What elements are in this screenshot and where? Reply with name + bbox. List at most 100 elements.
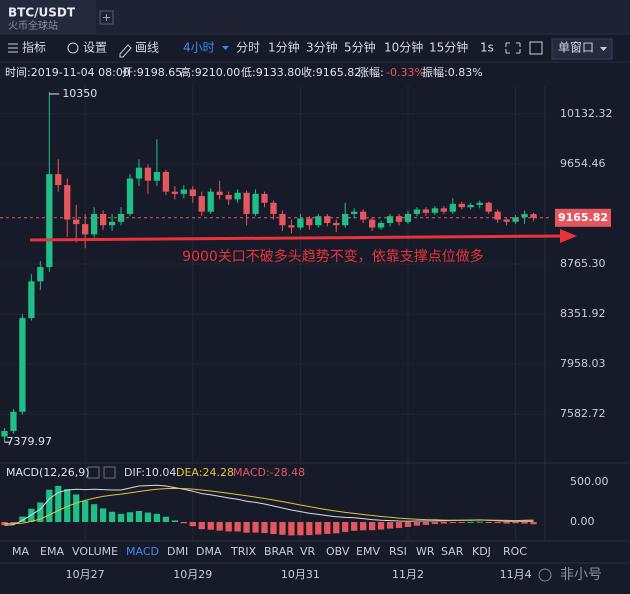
macd-legend: DEA:24.28 [176, 466, 234, 479]
macd-bar [10, 522, 17, 524]
toolbar-item[interactable]: 4小时 [183, 41, 215, 55]
macd-bar [395, 522, 403, 528]
candle-body [521, 214, 528, 218]
macd-bar [243, 522, 250, 533]
annotation: 9000关口不破多头趋势不变，依靠支撑点位做多 [182, 248, 484, 265]
indicator-tab[interactable]: VOLUME [72, 545, 118, 558]
indicator-tab[interactable]: MACD [126, 545, 159, 558]
watermark: 非小号 [560, 567, 602, 583]
pair: BTC/USDT [8, 6, 76, 20]
watermark-icon [538, 568, 552, 582]
candle-body [324, 216, 331, 223]
candle-body [144, 167, 152, 181]
candle-body [386, 216, 394, 223]
candle-body [180, 189, 187, 194]
annotation-arrowhead [560, 229, 577, 243]
indicator-tab[interactable]: DMI [167, 545, 188, 558]
tab[interactable] [0, 0, 96, 34]
window-select[interactable] [551, 38, 613, 60]
toolbar-item[interactable]: 单窗口 [558, 41, 594, 55]
fullscreen-icon[interactable] [505, 42, 521, 54]
dropdown-icon [600, 47, 607, 51]
toolbar-item[interactable]: 1分钟 [268, 40, 300, 55]
macd-bar [180, 522, 187, 524]
toolbar-item[interactable]: 指标 [22, 40, 46, 55]
macd-bar [135, 510, 143, 522]
screenshot-icon[interactable] [529, 41, 543, 55]
add-tab[interactable] [99, 10, 114, 25]
indicator-tab[interactable]: WR [416, 545, 435, 558]
candle-body [530, 214, 537, 218]
macd-bar [46, 489, 53, 522]
macd-bar [198, 522, 205, 530]
macd-bar [530, 522, 537, 525]
macd-legend: MACD(12,26,9) [6, 466, 90, 479]
candle-body [10, 411, 17, 432]
settings-icon [67, 42, 79, 54]
toolbar-item[interactable]: 10分钟 [384, 40, 423, 55]
macd-bar [126, 512, 134, 522]
candle-body [413, 209, 421, 214]
ohlc-info: 开:9198.65 [122, 66, 182, 79]
candle-body [503, 219, 510, 222]
candle-body [1, 431, 8, 437]
x-tick-label: 10月27 [66, 568, 105, 581]
indicator-tab[interactable]: SAR [441, 545, 464, 558]
candle-body [368, 219, 376, 228]
indicator-tab[interactable]: EMA [40, 545, 64, 558]
indicator-tab[interactable]: DMA [196, 545, 222, 558]
high-label: 10350 [62, 87, 97, 100]
macd-bar [386, 522, 394, 529]
indicator-tab[interactable]: OBV [326, 545, 350, 558]
toolbar-item[interactable]: 5分钟 [344, 40, 376, 55]
macd-icon[interactable] [103, 466, 116, 479]
indicator-tab[interactable]: MA [12, 545, 29, 558]
indicator-tab[interactable]: VR [300, 545, 316, 558]
candle-body [162, 172, 170, 192]
macd-legend: MACD:-28.48 [233, 466, 305, 479]
macd-bar [91, 504, 98, 522]
macd-bar [171, 520, 178, 522]
macd-bar [503, 522, 510, 524]
indicator-tab[interactable]: TRIX [230, 545, 257, 558]
x-tick-label: 10月31 [281, 568, 320, 581]
toolbar-item[interactable]: 1s [480, 41, 494, 55]
indicator-tab[interactable]: BRAR [264, 545, 294, 558]
indicator-tab[interactable]: ROC [503, 545, 527, 558]
candle-body [270, 202, 277, 214]
macd-bar [207, 522, 214, 530]
candle-body [91, 213, 98, 235]
toolbar-item[interactable]: 15分钟 [429, 40, 468, 55]
indicator-tab[interactable]: EMV [356, 545, 380, 558]
toolbar-item[interactable]: 分时 [236, 41, 260, 55]
indicator-tab[interactable]: RSI [389, 545, 407, 558]
candle-body [440, 208, 447, 212]
dropdown-icon [222, 46, 229, 50]
y-tick-label: 9654.46 [560, 157, 606, 170]
candle-body [395, 216, 403, 222]
toolbar-item[interactable]: 3分钟 [306, 40, 338, 55]
macd-bar [55, 485, 62, 522]
macd-bar [512, 522, 519, 524]
macd-bar [324, 522, 331, 534]
macd-line [4, 484, 534, 526]
indicator-tab[interactable]: KDJ [472, 545, 491, 558]
candle-body [315, 216, 322, 226]
y-tick-label: 10132.32 [560, 107, 613, 120]
x-tick-label: 10月29 [173, 568, 212, 581]
candle-body [153, 172, 161, 181]
exchange: 火币全球站 [8, 19, 58, 32]
macd-icon[interactable] [87, 466, 100, 479]
toolbar-item[interactable]: 画线 [135, 41, 159, 55]
macd-bar [360, 522, 367, 531]
candle-body [135, 167, 143, 179]
candle-body [333, 222, 340, 226]
macd-bar [476, 521, 483, 523]
macd-bar [449, 522, 456, 523]
toolbar-item[interactable]: 设置 [83, 41, 107, 55]
macd-bar [99, 508, 107, 522]
macd-bar [458, 522, 465, 523]
candle-body [288, 225, 295, 228]
candle-body [494, 211, 501, 220]
